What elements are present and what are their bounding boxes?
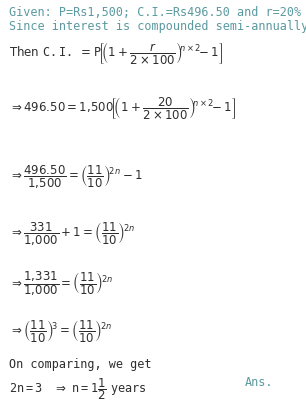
Text: $\Rightarrow\left(\dfrac{11}{10}\right)^{\!3}=\left(\dfrac{11}{10}\right)^{\!2n}: $\Rightarrow\left(\dfrac{11}{10}\right)^…	[9, 318, 113, 344]
Text: Since interest is compounded semi-annually: Since interest is compounded semi-annual…	[9, 20, 306, 33]
Text: $\Rightarrow 496.50=1{,}500\!\left[\!\left(1+\dfrac{20}{2\times100}\right)^{\!\!: $\Rightarrow 496.50=1{,}500\!\left[\!\le…	[9, 95, 237, 121]
Text: Ans.: Ans.	[245, 376, 273, 389]
Text: $\mathtt{2n{=}3}\quad\Rightarrow\ \mathtt{n{=}1}\dfrac{1}{2}\ \mathtt{years}$: $\mathtt{2n{=}3}\quad\Rightarrow\ \matht…	[9, 376, 147, 402]
Text: Given: P=Rs1,500; C.I.=Rs496.50 and r=20%: Given: P=Rs1,500; C.I.=Rs496.50 and r=20…	[9, 6, 301, 19]
Text: $\Rightarrow\dfrac{331}{1{,}000}+1=\left(\dfrac{11}{10}\right)^{\!2n}$: $\Rightarrow\dfrac{331}{1{,}000}+1=\left…	[9, 220, 136, 247]
Text: On comparing, we get: On comparing, we get	[9, 358, 152, 371]
Text: $\Rightarrow\dfrac{496.50}{1{,}500}=\left(\dfrac{11}{10}\right)^{\!2n}-1$: $\Rightarrow\dfrac{496.50}{1{,}500}=\lef…	[9, 163, 143, 190]
Text: $\Rightarrow\dfrac{1{,}331}{1{,}000}=\left(\dfrac{11}{10}\right)^{\!2n}$: $\Rightarrow\dfrac{1{,}331}{1{,}000}=\le…	[9, 270, 114, 298]
Text: Then $\mathtt{C.I.}$ $=\mathtt{P}\!\left[\!\left(1+\dfrac{r}{2\times100}\right)^: Then $\mathtt{C.I.}$ $=\mathtt{P}\!\left…	[9, 40, 223, 66]
